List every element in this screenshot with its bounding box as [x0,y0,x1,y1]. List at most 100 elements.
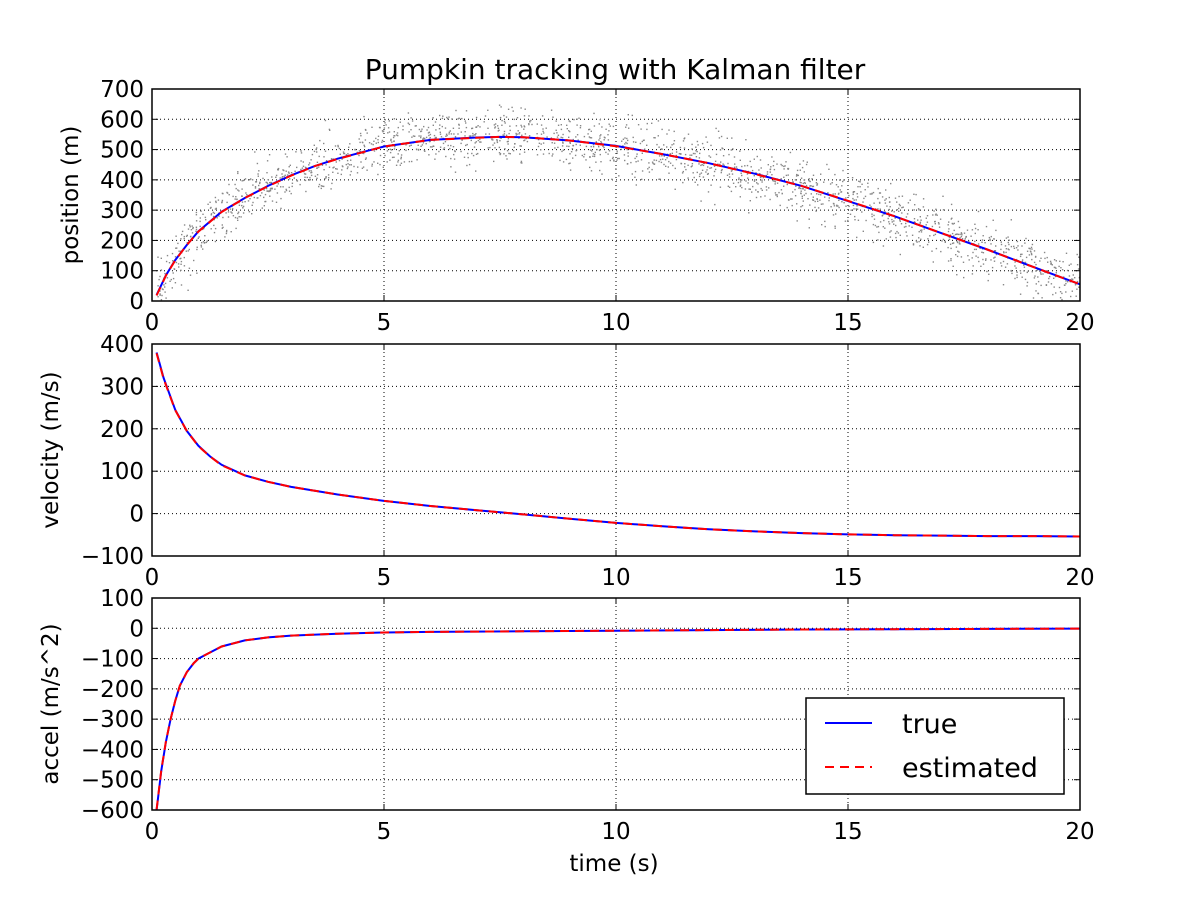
measurement-point [687,133,690,135]
measurement-point [496,139,498,141]
measurement-point [603,146,605,149]
measurement-point [613,160,615,162]
measurement-point [445,135,447,137]
measurement-point [187,228,190,230]
measurement-point [691,163,694,165]
measurement-point [241,188,243,190]
measurement-point [540,124,543,126]
measurement-point [921,229,923,231]
measurement-point [792,191,794,193]
measurement-point [592,153,595,155]
measurement-point [195,230,197,232]
measurement-point [984,242,986,244]
measurement-point [361,141,364,143]
measurement-point [562,141,564,144]
measurement-point [499,140,501,142]
measurement-point [810,185,812,187]
measurement-point [432,117,434,119]
measurement-point [249,198,251,200]
measurement-point [741,174,743,177]
measurement-point [859,181,861,183]
x-tick-label: 5 [377,819,392,845]
measurement-point [1014,261,1016,263]
measurement-point [222,226,224,229]
measurement-point [466,143,468,146]
measurement-point [710,167,713,169]
measurement-point [879,221,882,223]
measurement-point [377,162,379,164]
measurement-point [485,133,487,135]
measurement-point [237,219,239,221]
measurement-point [641,140,643,143]
measurement-point [698,157,701,159]
measurement-point [920,219,922,221]
measurement-point [922,206,925,208]
measurement-point [551,142,553,144]
measurement-point [1065,291,1067,293]
measurement-point [425,143,427,145]
measurement-point [237,172,239,175]
measurement-point [254,187,257,189]
measurement-point [1065,280,1067,282]
measurement-point [953,235,955,237]
measurement-point [640,128,642,130]
measurement-point [455,109,457,112]
measurement-point [452,146,455,148]
measurement-point [251,179,254,181]
measurement-point [1007,236,1009,238]
measurement-point [395,134,398,136]
measurement-point [759,148,761,150]
measurement-point [428,131,431,133]
measurement-point [596,148,598,151]
measurement-point [682,170,684,173]
measurement-point [980,265,982,267]
measurement-point [884,211,886,213]
measurement-point [1072,274,1074,276]
measurement-point [489,146,491,149]
measurement-point [728,173,731,175]
measurement-point [382,166,384,168]
measurement-point [605,151,607,154]
measurement-point [420,130,423,132]
measurement-point [269,190,272,192]
measurement-point [252,201,254,204]
measurement-point [920,231,923,233]
measurement-point [762,176,764,179]
measurement-point [635,184,637,186]
measurement-point [647,168,649,170]
measurement-point [375,142,377,144]
measurement-point [384,119,386,121]
measurement-point [798,187,800,189]
measurement-point [503,120,506,123]
measurement-point [420,136,422,139]
measurement-point [796,203,798,205]
measurement-point [973,248,976,251]
measurement-point [861,211,863,213]
measurement-point [523,151,526,153]
measurement-point [957,233,960,236]
measurement-point [542,142,545,144]
measurement-point [666,133,668,135]
measurement-point [333,166,335,168]
measurement-point [508,132,510,135]
measurement-point [750,166,752,168]
measurement-point [445,133,448,135]
measurement-point [189,226,191,228]
measurement-point [183,235,185,238]
measurement-point [285,189,288,192]
measurement-point [691,148,693,150]
measurement-point [865,219,867,222]
measurement-point [316,177,318,179]
measurement-point [974,227,977,230]
measurement-point [608,150,611,152]
measurement-point [901,212,903,214]
measurement-point [809,204,811,206]
measurement-point [227,216,230,218]
measurement-point [990,235,992,238]
measurement-point [632,141,635,143]
measurement-point [324,150,327,152]
measurement-point [569,142,571,144]
measurement-point [540,149,542,151]
measurement-point [320,185,323,187]
measurement-point [950,247,952,250]
